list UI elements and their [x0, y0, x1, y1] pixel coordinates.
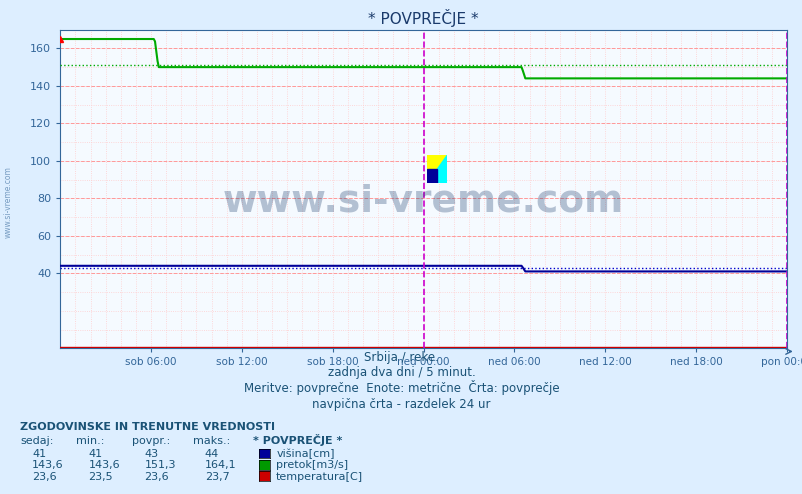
Text: 23,6: 23,6 — [32, 472, 57, 482]
Text: povpr.:: povpr.: — [132, 436, 171, 446]
Text: www.si-vreme.com: www.si-vreme.com — [223, 184, 623, 220]
Text: www.si-vreme.com: www.si-vreme.com — [3, 166, 13, 239]
Text: sedaj:: sedaj: — [20, 436, 54, 446]
Text: višina[cm]: višina[cm] — [276, 449, 334, 459]
Title: * POVPREČJE *: * POVPREČJE * — [368, 9, 478, 27]
Polygon shape — [427, 155, 447, 183]
Text: 44: 44 — [205, 449, 219, 459]
Text: 151,3: 151,3 — [144, 460, 176, 470]
Text: ZGODOVINSKE IN TRENUTNE VREDNOSTI: ZGODOVINSKE IN TRENUTNE VREDNOSTI — [20, 422, 275, 432]
Text: 43: 43 — [144, 449, 159, 459]
Text: maks.:: maks.: — [192, 436, 229, 446]
Text: pretok[m3/s]: pretok[m3/s] — [276, 460, 348, 470]
Text: Meritve: povprečne  Enote: metrične  Črta: povprečje: Meritve: povprečne Enote: metrične Črta:… — [243, 380, 559, 395]
Text: min.:: min.: — [76, 436, 104, 446]
Text: 41: 41 — [88, 449, 103, 459]
Text: Srbija / reke.: Srbija / reke. — [363, 351, 439, 364]
Text: 23,5: 23,5 — [88, 472, 113, 482]
Polygon shape — [427, 169, 437, 183]
Text: 23,7: 23,7 — [205, 472, 229, 482]
Text: 143,6: 143,6 — [32, 460, 63, 470]
Text: 143,6: 143,6 — [88, 460, 119, 470]
Text: * POVPREČJE *: * POVPREČJE * — [253, 434, 342, 446]
Text: 23,6: 23,6 — [144, 472, 169, 482]
Text: zadnja dva dni / 5 minut.: zadnja dva dni / 5 minut. — [327, 367, 475, 379]
Polygon shape — [427, 155, 447, 183]
Text: 164,1: 164,1 — [205, 460, 236, 470]
Text: temperatura[C]: temperatura[C] — [276, 472, 363, 482]
Text: navpična črta - razdelek 24 ur: navpična črta - razdelek 24 ur — [312, 398, 490, 411]
Text: 41: 41 — [32, 449, 47, 459]
